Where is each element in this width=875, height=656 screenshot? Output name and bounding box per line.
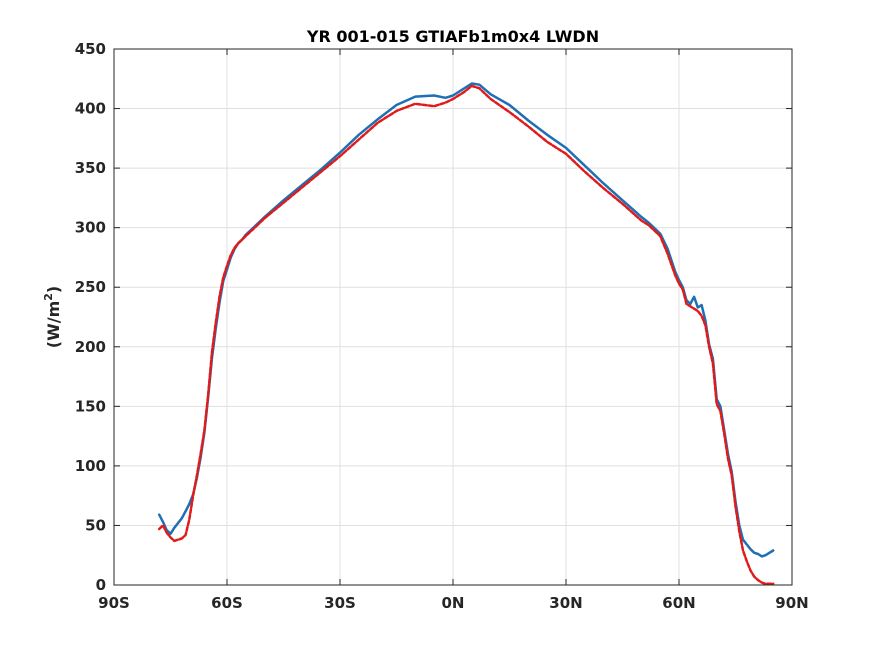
series-2-line xyxy=(157,84,775,586)
y-tick-label: 450 xyxy=(75,40,106,58)
y-axis-label: (W/m2) xyxy=(42,286,63,348)
x-tick-label: 90S xyxy=(98,594,130,612)
y-tick-label: 100 xyxy=(75,457,106,475)
chart-title: YR 001-015 GTIAFb1m0x4 LWDN xyxy=(306,27,599,46)
x-tick-label: 0N xyxy=(442,594,465,612)
y-tick-label: 0 xyxy=(96,576,106,594)
y-axis-label-sup: 2 xyxy=(42,293,55,301)
x-tick-label: 30N xyxy=(549,594,582,612)
x-axis: 90S 60S 30S 0N 30N 60N 90N xyxy=(98,49,809,612)
y-tick-label: 250 xyxy=(75,278,106,296)
y-tick-label: 300 xyxy=(75,219,106,237)
y-tick-label: 50 xyxy=(85,516,106,534)
y-axis: 0 50 100 150 200 250 300 350 400 450 xyxy=(75,40,792,594)
y-axis-label-close: ) xyxy=(44,286,63,293)
x-tick-label: 90N xyxy=(775,594,808,612)
y-tick-label: 150 xyxy=(75,397,106,415)
y-axis-label-base: (W/m xyxy=(44,301,63,348)
x-tick-label: 60N xyxy=(662,594,695,612)
y-tick-label: 350 xyxy=(75,159,106,177)
x-tick-label: 30S xyxy=(324,594,356,612)
y-tick-label: 400 xyxy=(75,100,106,118)
series-layer xyxy=(157,82,775,586)
x-tick-label: 60S xyxy=(211,594,243,612)
y-tick-label: 200 xyxy=(75,338,106,356)
